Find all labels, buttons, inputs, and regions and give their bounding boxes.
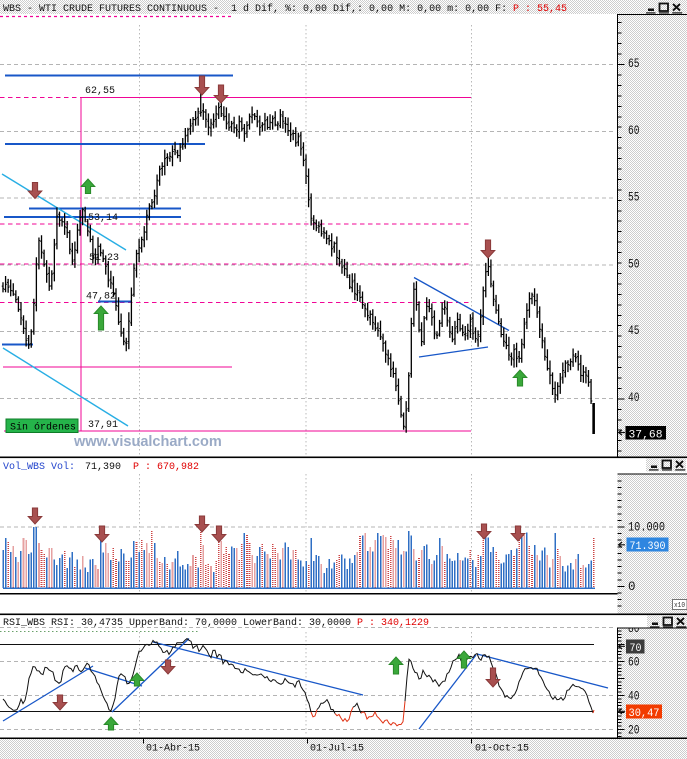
svg-text:71.390: 71.390 <box>630 541 666 553</box>
svg-text:60: 60 <box>628 656 640 670</box>
svg-text:01-Jul-15: 01-Jul-15 <box>310 743 364 755</box>
svg-text:45: 45 <box>628 324 640 338</box>
svg-text:WBS - WTI CRUDE FUTURES CONTIN: WBS - WTI CRUDE FUTURES CONTINUOUS - 1 d… <box>3 3 513 15</box>
svg-text:62,55: 62,55 <box>85 86 115 97</box>
svg-text:Vol_WBS Vol:: Vol_WBS Vol: <box>3 461 81 473</box>
svg-text:37,91: 37,91 <box>88 420 118 431</box>
svg-text:0: 0 <box>628 580 636 594</box>
svg-text:10.000: 10.000 <box>628 521 665 535</box>
svg-text:P : 55,45: P : 55,45 <box>513 4 567 15</box>
svg-text:60: 60 <box>628 124 640 138</box>
svg-text:65: 65 <box>628 57 640 71</box>
svg-text:53,14: 53,14 <box>88 213 118 224</box>
svg-text:20: 20 <box>628 724 640 738</box>
svg-text:Sin órdenes: Sin órdenes <box>10 422 76 434</box>
svg-text:P : 670,982: P : 670,982 <box>133 462 199 473</box>
svg-text:47,82: 47,82 <box>86 292 116 303</box>
svg-text:www.visualchart.com: www.visualchart.com <box>73 434 222 450</box>
svg-text:40: 40 <box>628 391 640 405</box>
svg-text:P : 340,1229: P : 340,1229 <box>357 618 429 629</box>
svg-text:40: 40 <box>628 690 640 704</box>
svg-text:01-Oct-15: 01-Oct-15 <box>475 744 529 755</box>
svg-text:x10: x10 <box>674 602 685 610</box>
svg-text:RSI_WBS RSI: 30,4735 UpperBand: RSI_WBS RSI: 30,4735 UpperBand: 70,0000 … <box>3 617 357 629</box>
svg-text:55: 55 <box>628 191 640 205</box>
svg-text:71,390: 71,390 <box>85 462 121 473</box>
svg-text:80: 80 <box>628 622 640 636</box>
svg-text:70: 70 <box>630 643 642 655</box>
svg-text:01-Abr-15: 01-Abr-15 <box>146 743 200 755</box>
svg-text:50: 50 <box>628 257 640 271</box>
svg-text:37,68: 37,68 <box>629 429 663 441</box>
svg-text:30,47: 30,47 <box>629 708 660 720</box>
